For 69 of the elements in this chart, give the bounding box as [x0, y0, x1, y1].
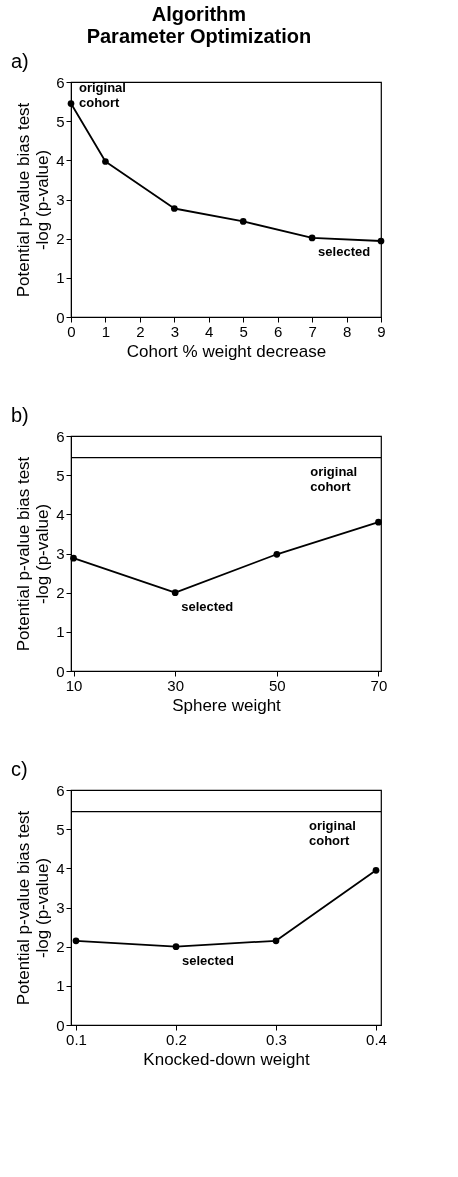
annotation: original cohort — [310, 463, 358, 494]
text: a) — [11, 50, 29, 72]
y-axis-title: Potential p-value bias test -log (p-value) — [14, 456, 53, 652]
y-tick-label: 6 — [56, 73, 65, 91]
x-tick-label: 8 — [342, 322, 352, 340]
annotation: original cohort — [79, 79, 126, 110]
y-tick-label: 6 — [56, 781, 65, 799]
x-axis-title: Knocked-down weight — [143, 1049, 310, 1069]
point — [272, 937, 280, 945]
y-tick-label: 0 — [56, 308, 65, 326]
point — [239, 218, 247, 225]
point — [170, 205, 178, 212]
x-tick-label: 70 — [370, 676, 388, 694]
x-tick-label: 2 — [136, 322, 145, 340]
x-axis-title: Cohort % weight decrease — [126, 341, 327, 361]
y-tick-label: 4 — [56, 505, 65, 523]
point — [273, 550, 281, 558]
x-tick-label: 0.1 — [66, 1030, 87, 1048]
y-tick-label: 5 — [56, 112, 65, 130]
annotation: selected — [181, 598, 234, 614]
y-tick-label: 3 — [56, 191, 65, 208]
x-tick-label: 0.4 — [366, 1030, 387, 1048]
x-tick-label: 6 — [273, 322, 283, 340]
y-tick-label: 3 — [56, 545, 65, 562]
x-tick-label: 3 — [170, 322, 180, 340]
point — [308, 234, 316, 242]
y-tick-label: 2 — [56, 584, 65, 602]
y-tick-label: 5 — [56, 466, 65, 484]
y-tick-label: 3 — [56, 899, 65, 916]
x-tick-label: 0.3 — [266, 1030, 287, 1048]
text: b) — [11, 404, 29, 426]
chart-title: Algorithm Parameter Optimization — [86, 3, 312, 48]
x-axis-title: Sphere weight — [172, 695, 282, 715]
y-tick-label: 4 — [56, 859, 65, 877]
y-axis-title: Potential p-value bias test -log (p-value) — [14, 102, 53, 298]
x-tick-label: 30 — [167, 676, 185, 694]
y-tick-label: 6 — [56, 427, 65, 445]
x-tick-label: 10 — [65, 676, 83, 694]
text: c) — [11, 758, 28, 780]
point — [372, 866, 380, 874]
annotation: selected — [318, 243, 371, 259]
x-tick-label: 9 — [377, 322, 386, 340]
x-tick-label: 1 — [101, 322, 111, 340]
point — [67, 100, 75, 107]
x-tick-label: 0.2 — [166, 1030, 187, 1048]
y-tick-label: 1 — [56, 269, 65, 287]
point — [377, 237, 385, 245]
y-tick-label: 4 — [56, 151, 65, 169]
point — [171, 589, 179, 597]
point — [70, 554, 77, 562]
x-tick-label: 5 — [239, 322, 248, 340]
y-tick-label: 2 — [56, 938, 65, 956]
point — [72, 937, 80, 945]
y-tick-label: 1 — [56, 623, 65, 641]
annotation: original cohort — [309, 817, 356, 848]
y-tick-label: 5 — [56, 820, 65, 838]
x-tick-label: 7 — [308, 322, 317, 340]
y-tick-label: 2 — [56, 230, 65, 248]
x-tick-label: 50 — [268, 676, 286, 694]
point — [172, 943, 180, 951]
x-tick-label: 0 — [67, 322, 76, 340]
y-tick-label: 1 — [56, 977, 65, 995]
y-tick-label: 0 — [56, 662, 65, 680]
point — [102, 158, 109, 165]
x-tick-label: 4 — [205, 322, 214, 340]
annotation: selected — [182, 952, 235, 968]
y-tick-label: 0 — [56, 1016, 65, 1034]
y-axis-title: Potential p-value bias test -log (p-value) — [14, 810, 53, 1006]
point — [375, 518, 382, 526]
